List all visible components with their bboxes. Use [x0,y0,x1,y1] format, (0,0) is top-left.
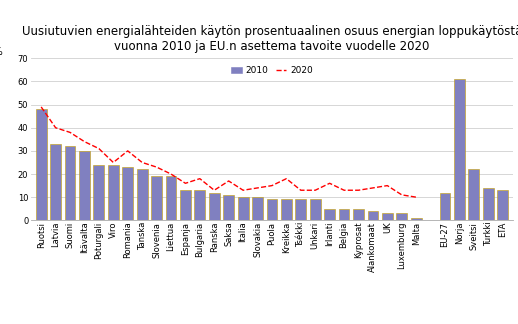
Bar [137,169,148,220]
Bar [65,146,76,220]
Bar [497,190,508,220]
Bar [440,192,451,220]
Bar [324,209,335,220]
Bar [93,165,104,220]
Bar [223,195,234,220]
Bar [108,165,119,220]
Bar [411,218,422,220]
Text: %: % [0,47,3,57]
Bar [36,109,47,220]
Bar [396,214,407,220]
Bar [151,176,162,220]
Bar [382,214,393,220]
Bar [209,192,220,220]
Bar [281,200,292,220]
Bar [180,190,191,220]
Bar [353,209,364,220]
Bar [310,200,321,220]
Bar [267,200,277,220]
Title: Uusiutuvien energialähteiden käytön prosentuaalinen osuus energian loppukäytöstä: Uusiutuvien energialähteiden käytön pros… [22,25,518,53]
Bar [50,144,61,220]
Bar [238,197,249,220]
Legend: 2010, 2020: 2010, 2020 [231,66,313,75]
Bar [483,188,494,220]
Bar [454,79,465,220]
Bar [122,167,133,220]
Bar [79,151,90,220]
Bar [468,169,479,220]
Bar [367,211,378,220]
Bar [194,190,205,220]
Bar [252,197,263,220]
Bar [295,200,306,220]
Bar [339,209,350,220]
Bar [166,176,177,220]
